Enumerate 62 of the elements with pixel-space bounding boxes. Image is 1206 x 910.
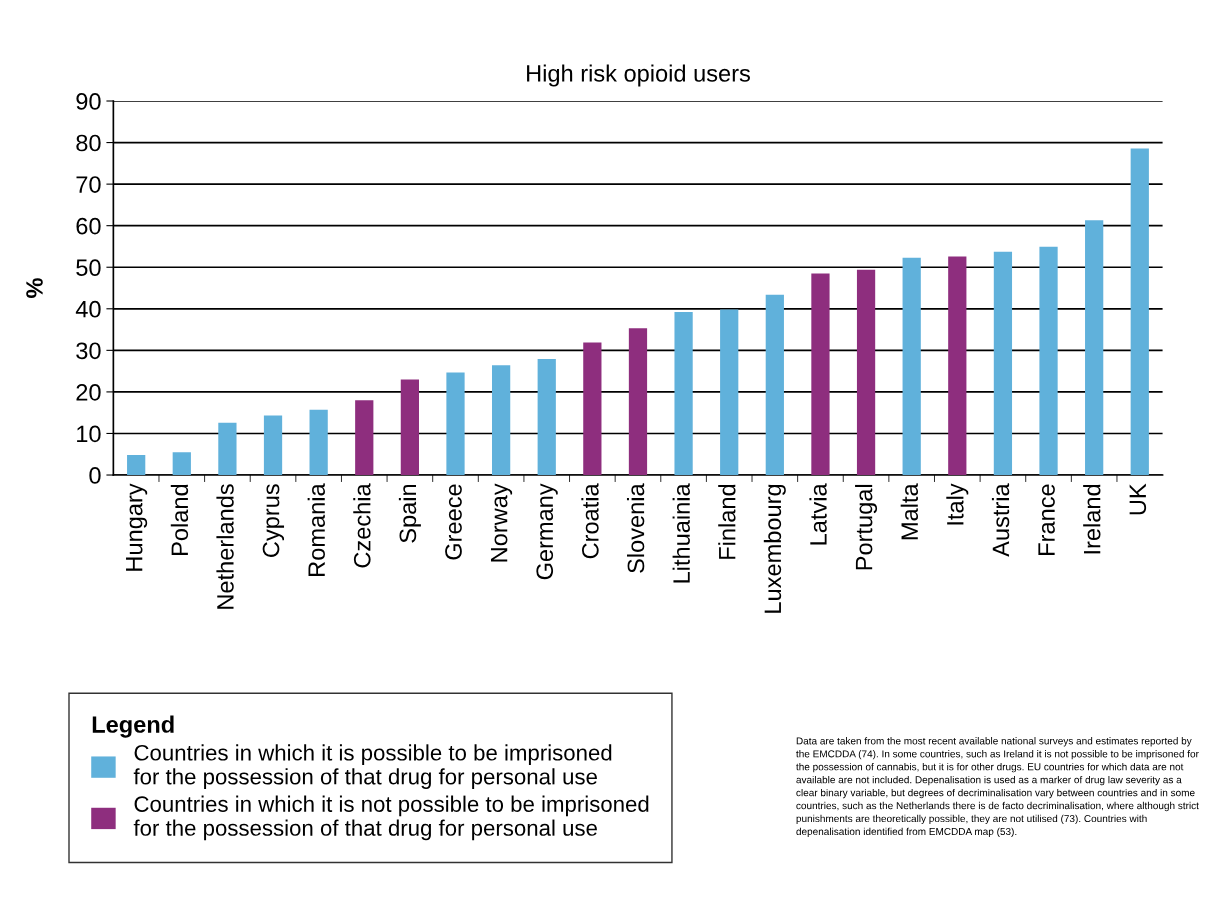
y-tick-label: 0: [89, 467, 101, 484]
x-tick-label: France: [1038, 484, 1055, 555]
x-tick-label: Hungary: [126, 483, 148, 571]
bar: [720, 309, 739, 476]
x-tick-label: Croatia: [581, 483, 599, 559]
y-tick-label: 40: [75, 300, 101, 318]
y-tick-label: 30: [76, 342, 101, 360]
x-tick-label: Italy: [946, 483, 969, 525]
bar: [172, 452, 191, 476]
legend-title: Legend: [92, 715, 174, 738]
x-tick-label: Finland: [718, 484, 736, 559]
bar: [537, 359, 556, 476]
x-tick-label: Malta: [900, 483, 919, 540]
bar: [492, 365, 511, 476]
bar: [355, 400, 374, 476]
bar: [993, 251, 1013, 476]
chart-title: High risk opioid users: [527, 64, 750, 87]
bar: [856, 269, 876, 476]
bar: [902, 257, 921, 476]
bar: [263, 415, 283, 476]
bar: [583, 342, 602, 476]
x-tick-label: Greece: [445, 484, 462, 560]
x-tick-label: Lithuainia: [672, 483, 690, 583]
x-tick-label: Portugal: [855, 484, 878, 570]
bar: [309, 409, 328, 476]
x-tick-label: Luxembourg: [763, 484, 786, 613]
x-tick-label: Norway: [490, 483, 513, 562]
bar: [218, 422, 237, 476]
bar: [127, 455, 146, 476]
x-tick-label: Romania: [307, 483, 325, 576]
y-tick-label: 60: [76, 217, 101, 235]
bar: [811, 273, 830, 476]
bar: [765, 294, 784, 476]
x-tick-label: Poland: [170, 484, 189, 555]
x-tick-label: Germany: [536, 483, 558, 580]
y-tick-label: 20: [76, 383, 101, 401]
bar: [1039, 246, 1058, 476]
legend-label: Countries in which it is not possible to be imprisoned for the possession of that drug for personal use: [133, 795, 649, 841]
y-tick-label: 10: [77, 425, 101, 443]
y-tick-label: 90: [76, 93, 101, 110]
x-tick-label: Cyprus: [262, 484, 285, 557]
y-tick-label: 70: [76, 176, 101, 193]
x-tick-label: Ireland: [1083, 484, 1101, 554]
x-tick-label: Austria: [991, 483, 1010, 557]
y-tick-label: 80: [76, 134, 101, 152]
bar: [1085, 220, 1104, 476]
x-tick-label: Slovenia: [626, 483, 645, 573]
bar: [674, 312, 693, 476]
bar: [400, 379, 420, 476]
legend-label: Countries in which it is possible to be imprisoned for the possession of that drug for personal use: [133, 744, 612, 789]
bar: [1130, 148, 1149, 476]
bar: [628, 328, 648, 476]
x-tick-label: Czechia: [353, 483, 371, 568]
x-tick-label: UK: [1129, 483, 1147, 515]
x-tick-label: Spain: [398, 484, 421, 543]
bar: [948, 256, 967, 476]
text: Data are taken from the most recent available national surveys and estimates reported by the EMCDDA (74). In some countries, such as Ireland it is not possible to be imprisoned for the possession of cannabis, but it is for other drugs. EU countries for which data are not available are not included. Depenalisation is used as a marker of drug law severity as a clear binary variable, but degrees of decriminalisation vary between countries and in some countries, such as the Netherlands there is de facto decriminalisation, where although strict punishments are theoretically possible, they are not utilised (73). Countries with depenalisation identified from EMCDDA map (53).: [796, 737, 1199, 838]
bar: [446, 372, 465, 476]
y-axis-title: %: [26, 278, 43, 298]
x-tick-label: Netherlands: [216, 484, 234, 609]
y-tick-label: 50: [76, 259, 101, 277]
x-tick-label: Latvia: [809, 483, 827, 545]
